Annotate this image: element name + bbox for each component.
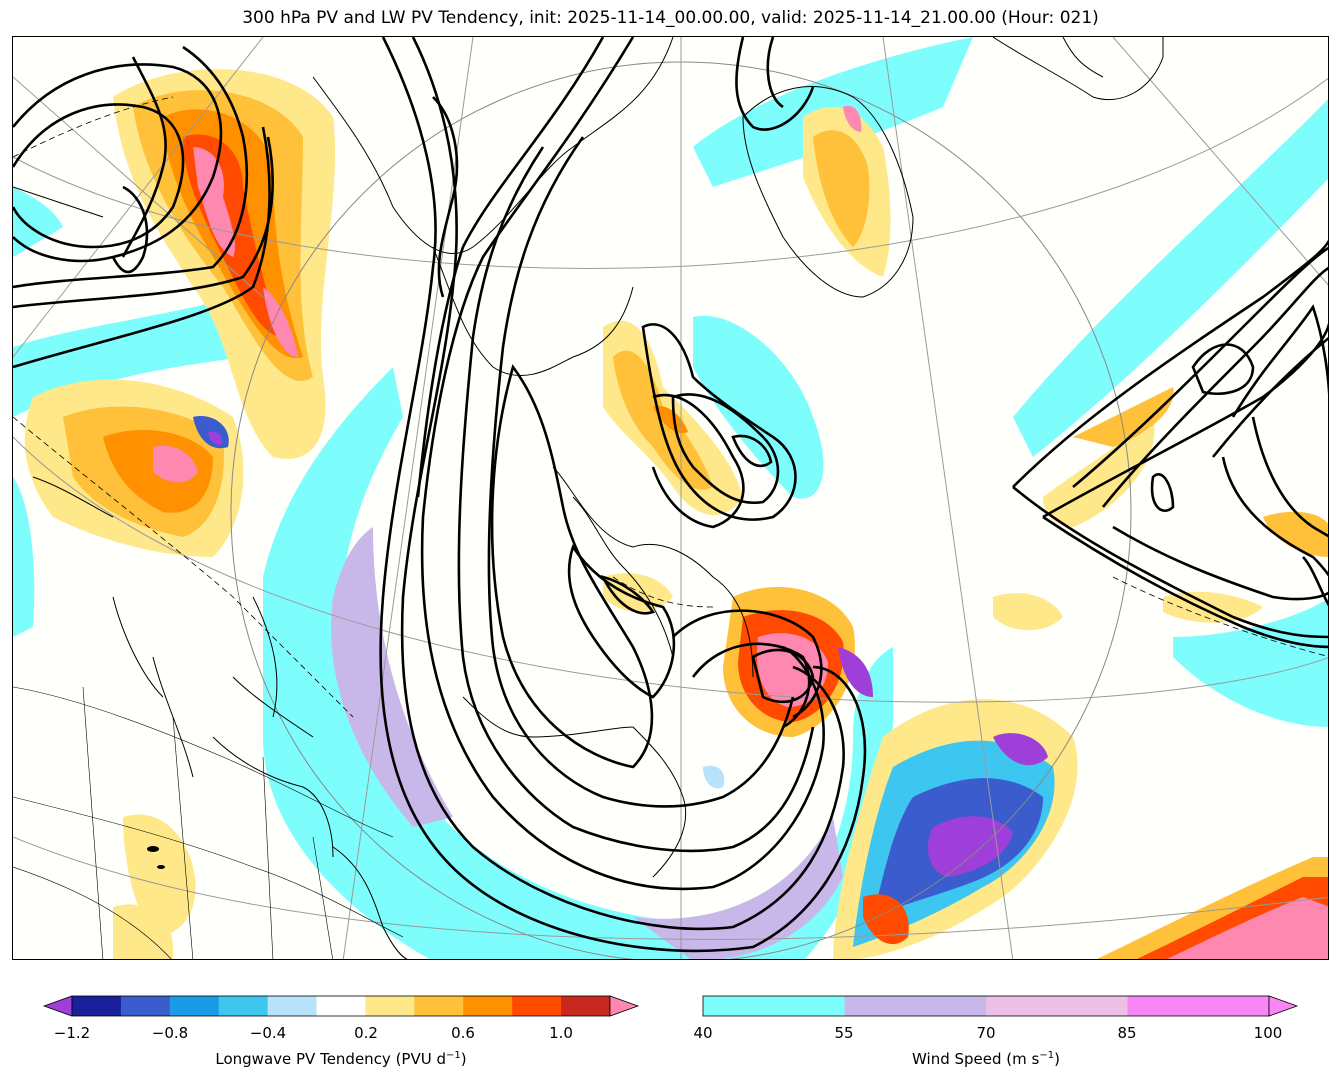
state-borders	[13, 686, 404, 959]
pv-tick-label: 1.0	[549, 1024, 573, 1042]
pv-colorbar-swatch	[120, 996, 171, 1016]
pv-colorbar-swatch	[267, 996, 318, 1016]
coast-small-islands	[147, 846, 165, 869]
wind-tick-label: 70	[976, 1024, 996, 1042]
wind-tick-label: 100	[1253, 1024, 1283, 1042]
pv-colorbar-swatch	[414, 996, 464, 1016]
pv-colorbar-swatch	[218, 996, 269, 1016]
pv-contours	[13, 37, 1328, 953]
coastlines	[13, 37, 1164, 959]
wind-colorbar-swatch	[1127, 996, 1270, 1016]
wind-colorbar-swatch	[986, 996, 1128, 1016]
pv-tendency-colorbar	[42, 995, 640, 1017]
pv-tendency-fill	[24, 69, 1328, 959]
pv-tendency-colorbar-swatches	[42, 995, 640, 1017]
pv-colorbar-over-arrow	[609, 995, 640, 1017]
pv-tick-label: −1.2	[53, 1024, 91, 1042]
wind-speed-fill	[13, 37, 1328, 959]
wind-colorbar-over-arrow	[1268, 995, 1299, 1017]
pv-tick-label: 0.6	[451, 1024, 475, 1042]
wind-colorbar-swatch	[844, 996, 987, 1016]
wind-speed-colorbar-swatches	[702, 995, 1299, 1017]
wind-colorbar-label: Wind Speed (m s−1)	[912, 1050, 1060, 1068]
wind-tick-label: 85	[1117, 1024, 1137, 1042]
pv-colorbar-label: Longwave PV Tendency (PVU d−1)	[215, 1050, 467, 1068]
wind-speed-colorbar	[702, 995, 1299, 1017]
wind-colorbar-swatch	[703, 996, 845, 1016]
pv-colorbar-swatch	[365, 996, 415, 1016]
pv-colorbar-swatch	[512, 996, 562, 1016]
pv-colorbar-swatch	[72, 996, 122, 1016]
pv-colorbar-swatch	[169, 996, 220, 1016]
map-canvas	[13, 37, 1328, 959]
pv-colorbar-swatch	[561, 996, 611, 1016]
pv-tick-label: −0.4	[249, 1024, 287, 1042]
plot-title: 300 hPa PV and LW PV Tendency, init: 202…	[242, 8, 1099, 28]
wind-tick-label: 40	[693, 1024, 713, 1042]
pv-colorbar-under-arrow	[42, 995, 73, 1017]
pv-tick-label: −0.8	[151, 1024, 189, 1042]
pv-colorbar-swatch	[316, 996, 366, 1016]
wind-tick-label: 55	[834, 1024, 854, 1042]
pv-colorbar-swatch	[463, 996, 513, 1016]
pv-tick-label: 0.2	[354, 1024, 378, 1042]
map-panel	[12, 36, 1329, 960]
